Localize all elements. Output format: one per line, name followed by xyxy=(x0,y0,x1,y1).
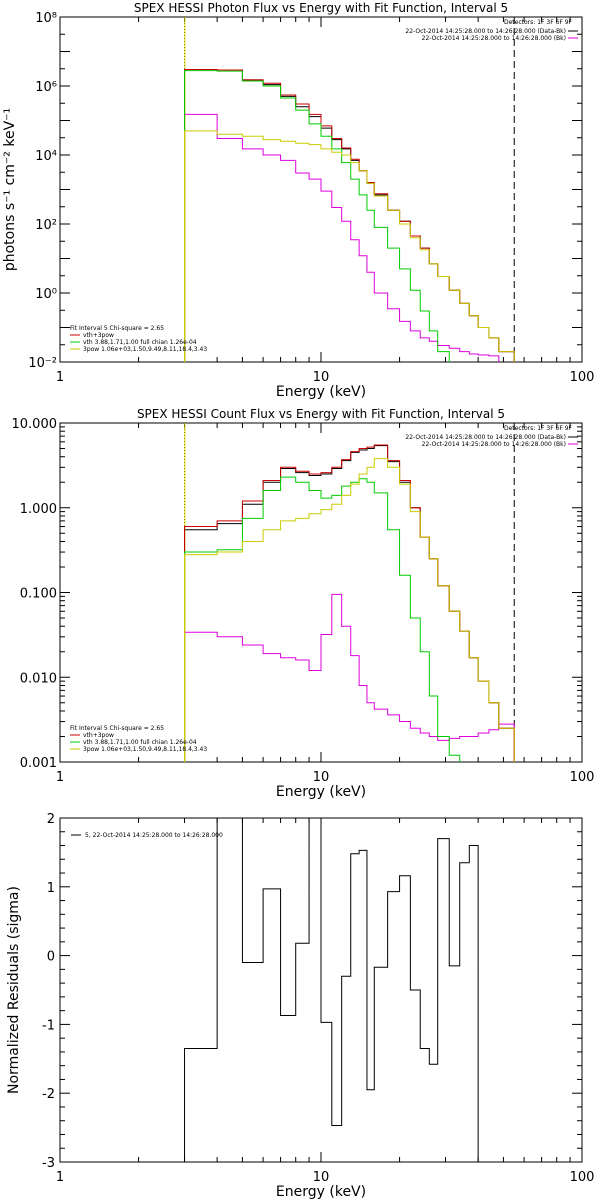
x-tick-label: 10 xyxy=(313,770,330,785)
series-residuals xyxy=(184,818,479,1162)
legend-label: 22-Oct-2014 14:25:28.000 to 14:26:28.000… xyxy=(422,441,566,448)
series-bk xyxy=(184,593,515,762)
x-axis-label: Energy (keV) xyxy=(276,384,366,400)
legend-label: vth 3.88,1.71,1.00 full chian 1.26e-04 xyxy=(83,339,197,346)
chart-panel-3: 1 10 100 -3 -2 -1 0 1 2 Energy (keV) Normalized Re… xyxy=(6,812,594,1200)
y-tick-label: 10⁸ xyxy=(35,11,57,26)
x-tick-label: 100 xyxy=(570,370,595,385)
plot-area xyxy=(184,69,515,362)
y-tick-label: 10² xyxy=(35,218,57,233)
series-vth xyxy=(184,70,450,362)
series-bk xyxy=(184,113,500,362)
plot-area xyxy=(184,444,515,762)
legend-label: vth+3pow xyxy=(83,732,114,739)
y-axis-label: photons s⁻¹ cm⁻² keV⁻¹ xyxy=(2,108,18,271)
y-tick-label: -3 xyxy=(42,1156,55,1171)
legend-label: 22-Oct-2014 14:25:28.000 to 14:26:28.000… xyxy=(422,35,566,42)
y-tick-label: 1 xyxy=(47,881,55,896)
x-axis-label: Energy (keV) xyxy=(276,1184,366,1200)
series-vth-3pow xyxy=(184,444,515,762)
x-tick-label: 1 xyxy=(56,1170,64,1185)
chart-title: SPEX HESSI Count Flux vs Energy with Fit… xyxy=(137,407,505,421)
legend-label: Fit Interval 5 Chi-square = 2.65 xyxy=(70,725,164,732)
x-tick-label: 10 xyxy=(313,1170,330,1185)
x-tick-label: 10 xyxy=(313,370,330,385)
legend-header: Detectors: 1F 3F 6F 9F xyxy=(504,19,573,26)
legend-label: 5, 22-Oct-2014 14:25:28.000 to 14:26:28.… xyxy=(85,832,223,839)
y-tick-label: 10⁶ xyxy=(35,80,57,95)
legend-label: vth 3.88,1.71,1.00 full chian 1.26e-04 xyxy=(83,739,197,746)
plot-area xyxy=(184,818,479,1162)
legend-label: 3pow 1.06e+03,1.50,9.49,8.11,18.4,3.43 xyxy=(83,346,207,353)
y-tick-label: 1.000 xyxy=(20,502,57,517)
legend-label: 22-Oct-2014 14:25:28.000 to 14:26:28.000… xyxy=(405,28,566,35)
x-tick-label: 100 xyxy=(570,1170,595,1185)
chart-panel-1: SPEX HESSI Photon Flux vs Energy with Fi… xyxy=(2,1,595,400)
y-tick-label: -2 xyxy=(42,1087,55,1102)
legend-header: Detectors: 1F 3F 6F 9F xyxy=(504,425,573,432)
x-tick-label: 100 xyxy=(570,770,595,785)
x-tick-label: 1 xyxy=(56,370,64,385)
legend-label: Fit Interval 5 Chi-square = 2.65 xyxy=(70,325,164,332)
series-3pow xyxy=(184,130,515,362)
chart-title: SPEX HESSI Photon Flux vs Energy with Fi… xyxy=(134,1,508,15)
chart-panel-2: SPEX HESSI Count Flux vs Energy with Fit… xyxy=(12,407,595,800)
series-data-bk xyxy=(184,445,515,762)
series-data-bk xyxy=(184,69,515,362)
y-tick-label: 2 xyxy=(47,812,55,827)
y-axis-label: Normalized Residuals (sigma) xyxy=(6,886,22,1094)
y-tick-label: -1 xyxy=(42,1018,55,1033)
legend-label: vth+3pow xyxy=(83,332,114,339)
series-3pow xyxy=(184,458,515,762)
y-tick-label: 0.100 xyxy=(20,587,57,602)
series-vth xyxy=(184,476,461,762)
y-tick-label: 10⁰ xyxy=(35,287,57,302)
y-tick-label: 10⁻² xyxy=(28,356,57,371)
legend-label: 3pow 1.06e+03,1.50,9.49,8.11,18.4,3.43 xyxy=(83,746,207,753)
legend-label: 22-Oct-2014 14:25:28.000 to 14:26:28.000… xyxy=(405,434,566,441)
y-tick-label: 0.010 xyxy=(20,671,57,686)
y-tick-label: 0.001 xyxy=(20,756,57,771)
y-tick-label: 0 xyxy=(47,950,55,965)
series-vth-3pow xyxy=(184,69,515,362)
x-tick-label: 1 xyxy=(56,770,64,785)
x-axis-label: Energy (keV) xyxy=(276,784,366,800)
y-tick-label: 10⁴ xyxy=(35,149,57,164)
y-tick-label: 10.000 xyxy=(12,417,58,432)
